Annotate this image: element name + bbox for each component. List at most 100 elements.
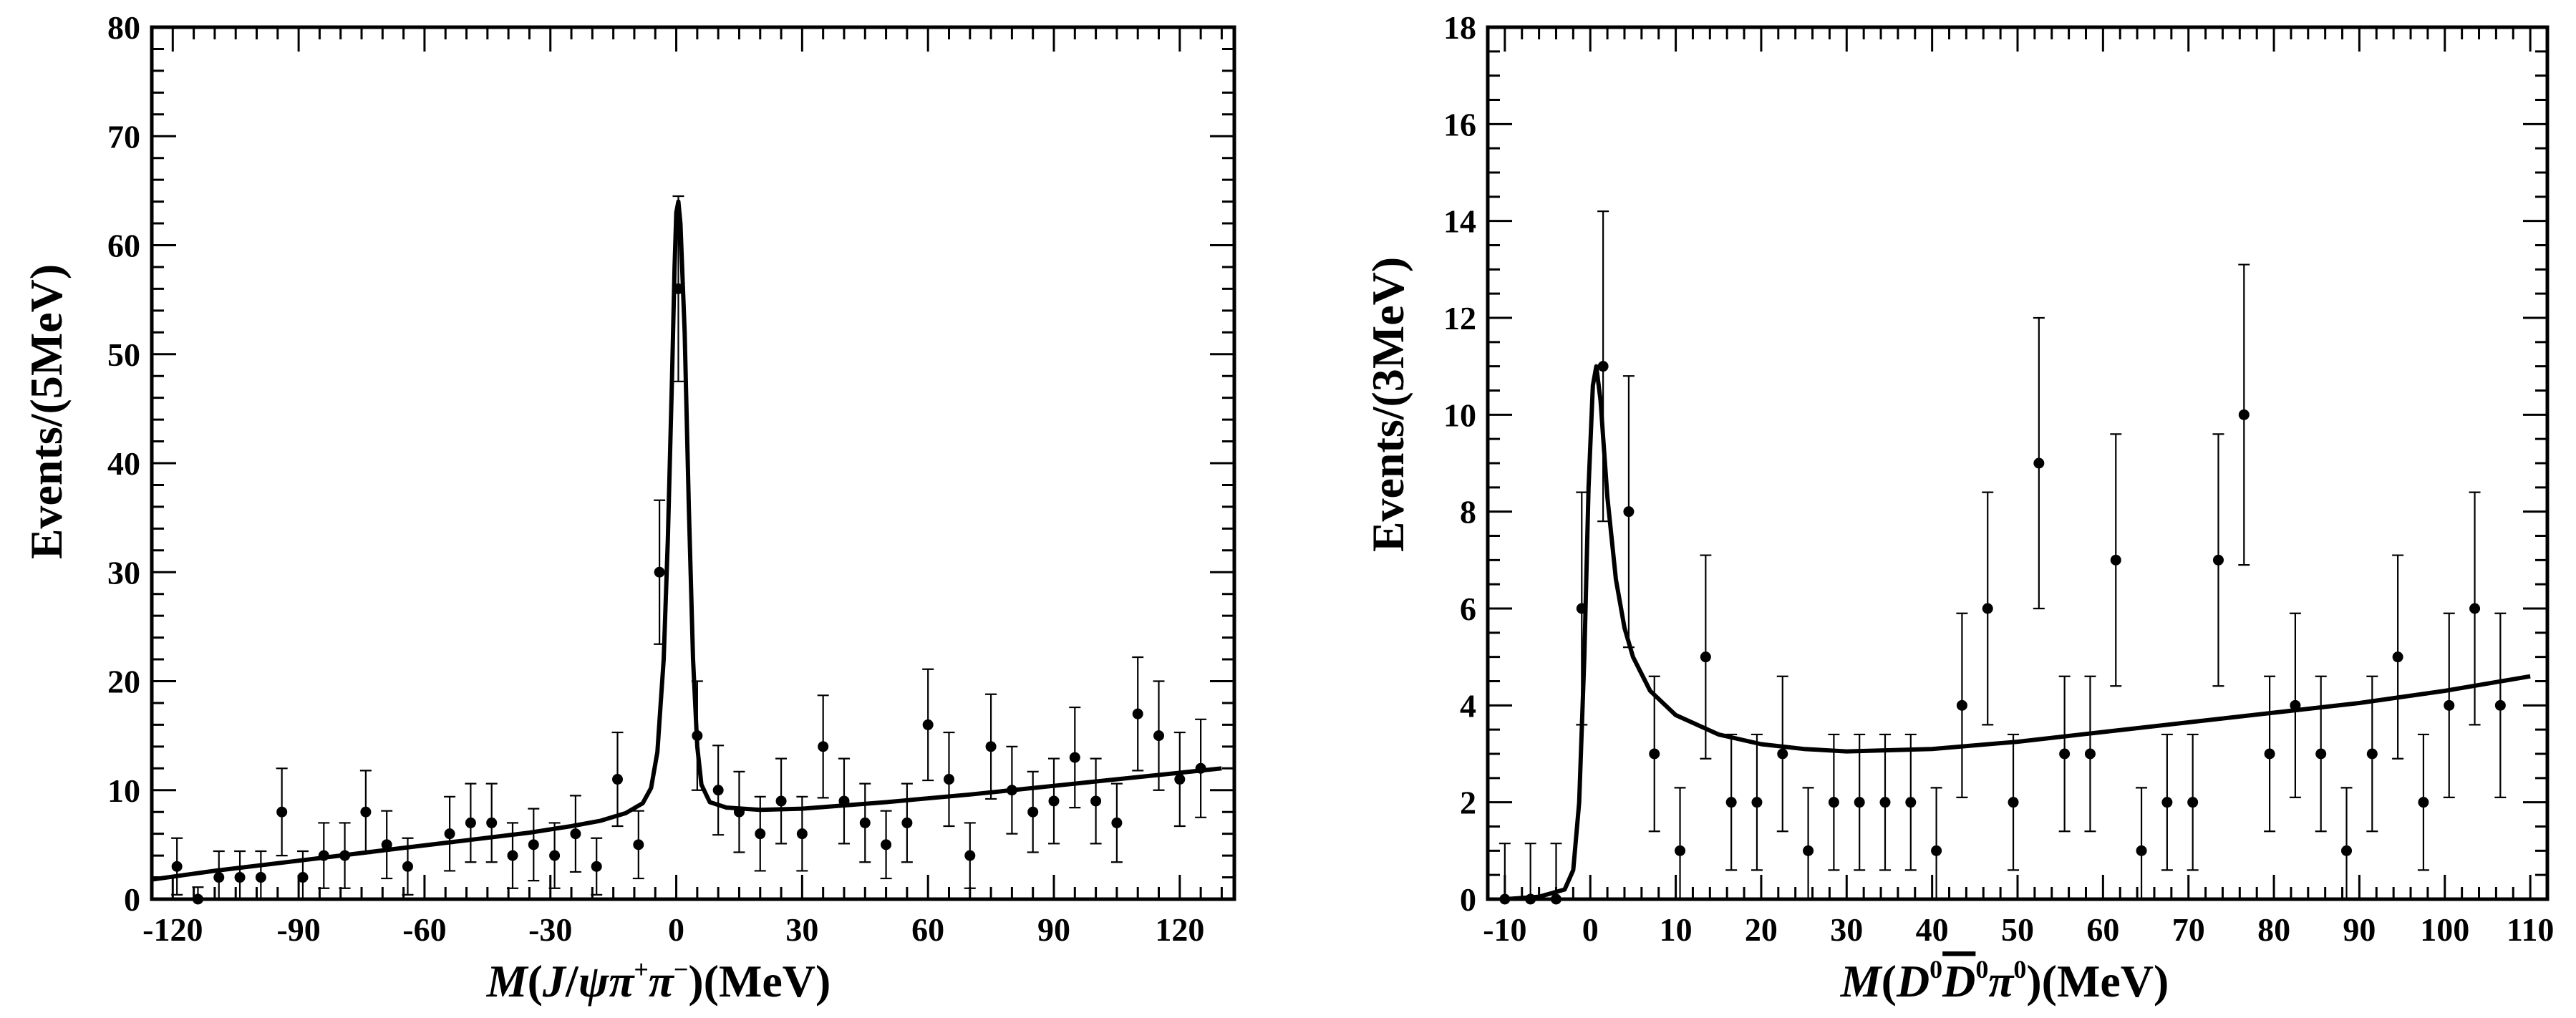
right-x-axis-title: M(D0D0π0)(MeV): [1840, 955, 2169, 1007]
left-data-point: [276, 806, 288, 818]
right-x-tick-label: 70: [2172, 911, 2205, 948]
right-data-point: [2444, 699, 2455, 711]
right-x-tick-label: 20: [1745, 911, 1778, 948]
left-data-point: [528, 839, 539, 850]
right-data-point-layer: [1499, 361, 2506, 905]
left-data-point: [712, 785, 724, 796]
left-fit-curve: [151, 199, 1222, 882]
right-xlabel-d1: D: [1896, 956, 1929, 1007]
right-y-tick-label: 18: [1443, 9, 1476, 46]
left-y-tick-labels: 0 10 20 30 40 50 60 70 80: [107, 9, 140, 918]
left-plot-frame: [150, 25, 1236, 901]
left-data-point: [633, 839, 644, 850]
right-x-tick-label: 30: [1830, 911, 1863, 948]
right-y-tick-labels: 0 2 4 6 8 10 12 14 16 18: [1443, 9, 1476, 918]
right-data-point: [2008, 797, 2019, 808]
right-data-point: [1931, 845, 1942, 856]
right-x-tick-label: 90: [2343, 911, 2376, 948]
left-data-point: [234, 872, 246, 883]
right-xlabel-unit: (MeV): [2042, 956, 2169, 1007]
right-data-point: [2187, 797, 2199, 808]
left-data-point: [901, 817, 913, 828]
left-data-point: [818, 741, 829, 752]
left-data-point: [985, 741, 997, 752]
left-x-tick-labels: -120 -90 -60 -30 0 30 60 90 120: [142, 911, 1204, 948]
right-y-tick-label: 10: [1443, 397, 1476, 433]
left-data-point: [255, 872, 266, 883]
left-x-tick-label: -30: [528, 911, 572, 948]
right-fit-curve: [1504, 364, 2531, 901]
left-data-point: [859, 817, 871, 828]
right-xlabel-dbar: D: [1942, 956, 1975, 1007]
left-y-tick-label: 60: [107, 228, 140, 264]
right-data-point: [1725, 797, 1737, 808]
left-y-tick-label: 30: [107, 554, 140, 591]
left-y-axis-title: Events/(5MeV): [21, 264, 72, 559]
right-data-point: [2059, 748, 2071, 760]
left-xlabel-slash: /: [565, 956, 579, 1007]
left-data-point: [1069, 752, 1080, 763]
right-data-point: [1879, 797, 1891, 808]
right-data-point: [2290, 699, 2301, 711]
left-y-tick-label: 20: [107, 664, 140, 700]
left-data-point: [775, 795, 787, 807]
right-data-point: [1597, 361, 1609, 372]
right-x-tick-labels: -10 0 10 20 30 40 50 60 70 80 90 100 110: [1483, 911, 2554, 948]
left-data-point: [881, 839, 892, 850]
left-xlabel-close: ): [688, 956, 703, 1007]
right-data-point: [1675, 845, 1686, 856]
left-tick-layer: [150, 26, 1234, 901]
right-data-point: [1854, 797, 1865, 808]
right-data-point: [2238, 409, 2250, 420]
left-data-point: [1195, 762, 1206, 774]
left-data-point-layer: [171, 283, 1206, 905]
left-data-point: [1111, 817, 1123, 828]
right-data-point: [1649, 748, 1660, 760]
left-xlabel-pi1: π: [609, 956, 635, 1007]
left-data-point: [922, 719, 934, 730]
left-data-point: [1132, 708, 1143, 719]
right-data-point: [2264, 748, 2275, 760]
right-x-tick-label: 10: [1660, 911, 1693, 948]
right-data-point: [2033, 457, 2045, 469]
right-xlabel-close: ): [2026, 956, 2041, 1007]
right-y-axis-title: Events/(3MeV): [1362, 257, 1413, 552]
right-xlabel-sup1: 0: [1929, 955, 1942, 984]
right-data-point: [2136, 845, 2147, 856]
left-x-tick-label: 120: [1155, 911, 1204, 948]
right-xlabel-sup2: 0: [1975, 955, 1988, 984]
left-y-tick-label: 50: [107, 336, 140, 373]
left-y-tick-label: 80: [107, 9, 140, 46]
right-data-point: [2084, 748, 2096, 760]
left-data-point: [444, 828, 455, 840]
left-x-axis-title: M(J/ψπ+π−)(MeV): [486, 955, 831, 1007]
right-data-point: [2418, 797, 2429, 808]
left-data-point: [1027, 806, 1039, 818]
left-data-point: [733, 806, 745, 818]
left-y-tick-label: 40: [107, 445, 140, 482]
right-data-point: [2341, 845, 2353, 856]
left-xlabel-j: J: [542, 956, 567, 1007]
right-data-point: [2392, 651, 2403, 663]
right-y-tick-label: 2: [1460, 785, 1476, 821]
left-data-point: [402, 861, 413, 872]
right-y-tick-label: 6: [1460, 591, 1476, 627]
right-x-tick-label: 80: [2257, 911, 2290, 948]
left-xlabel-sup2: −: [674, 955, 689, 984]
right-data-point: [1623, 506, 1635, 518]
left-fit-layer: [151, 199, 1222, 882]
left-data-point: [591, 861, 602, 872]
right-panel: -10 0 10 20 30 40 50 60 70 80 90 100 110 02468101214…: [1362, 9, 2554, 1007]
right-xlabel-mass: M: [1840, 956, 1883, 1007]
left-data-point: [796, 828, 808, 840]
right-y-tick-label: 8: [1460, 494, 1476, 530]
left-data-point: [612, 774, 624, 785]
right-x-tick-label: 50: [2001, 911, 2034, 948]
right-data-point: [2315, 748, 2327, 760]
left-data-point: [755, 828, 766, 840]
left-data-point: [964, 850, 976, 861]
left-data-point: [360, 806, 372, 818]
right-xlabel-pi: π: [1988, 956, 2015, 1007]
left-xlabel-unit: (MeV): [704, 956, 831, 1007]
right-data-point: [1576, 603, 1587, 614]
